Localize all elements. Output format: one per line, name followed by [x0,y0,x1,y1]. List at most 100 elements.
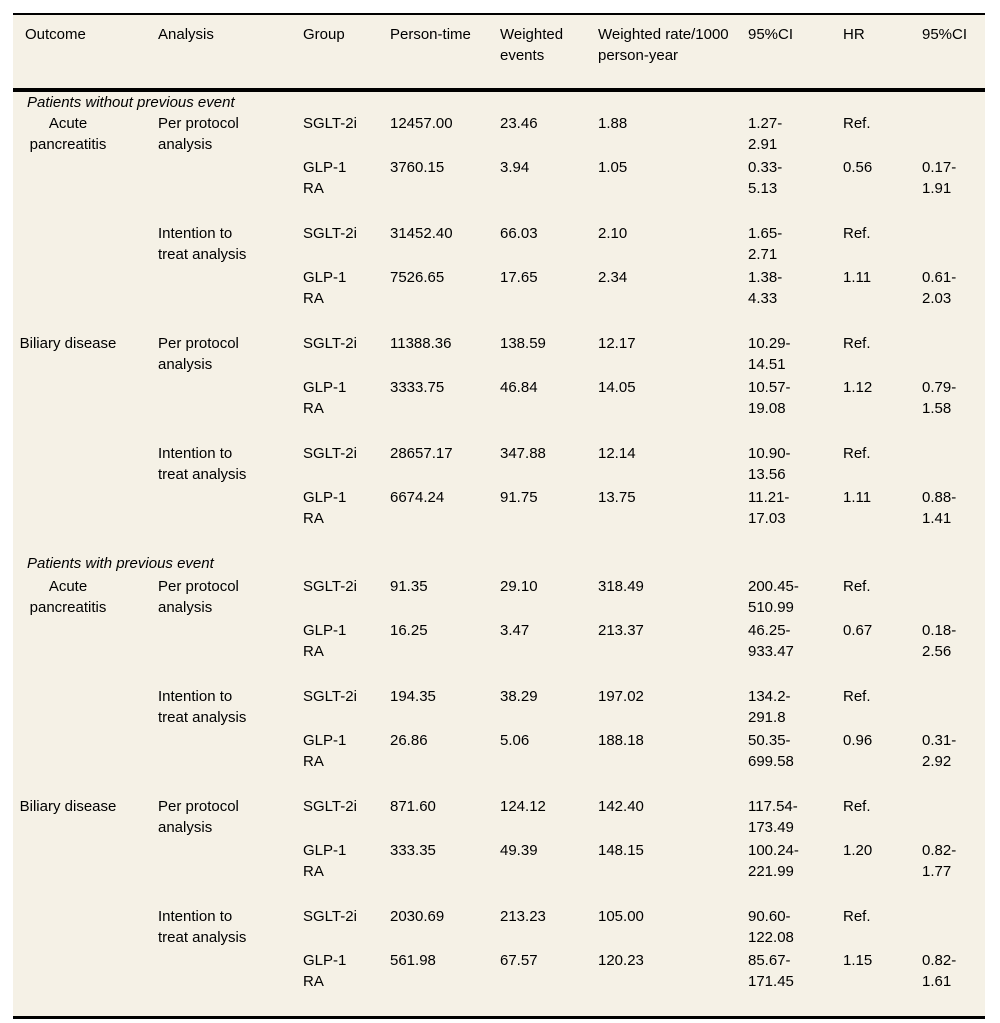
column-header-ci: 95%CI [743,15,838,92]
table-row: GLP-1 RA 3760.15 3.94 1.05 0.33-5.13 0.56 0.17… [13,157,985,201]
cell-analysis [153,950,298,994]
cell-group: GLP-1 RA [303,269,347,307]
cell-analysis [153,840,298,884]
cell-analysis [153,620,298,664]
table-row: GLP-1 RA 7526.65 17.65 2.34 1.38-4.33 1.11 0.6… [13,267,985,311]
cell-hr-ci: 0.61-2.03 [922,269,957,307]
section-label: Patients without previous event [27,94,235,111]
cell-ci: 10.29-14.51 [748,335,791,373]
cell-hr: 1.12 [843,379,873,396]
cell-person-time: 91.35 [390,578,428,595]
cell-person-time: 12457.00 [390,115,453,132]
column-header-hr-ci: 95%CI [915,15,985,92]
cell-person-time: 16.25 [390,622,428,639]
cell-weighted-rate: 197.02 [598,688,644,705]
cell-ci: 10.90-13.56 [748,445,791,483]
section-row: Patients with previous event [13,553,985,576]
spacer-row [13,664,985,686]
cell-hr: Ref. [843,225,871,242]
cell-hr-ci: 0.17-1.91 [922,159,957,197]
cell-weighted-events: 5.06 [500,732,530,749]
cell-ci: 10.57-19.08 [748,379,791,417]
cell-weighted-events: 347.88 [500,445,546,462]
table-row: GLP-1 RA 26.86 5.06 188.18 50.35-699.58 0.96 0… [13,730,985,774]
cell-hr: 1.11 [843,269,872,286]
cell-outcome [13,730,153,774]
cell-ci: 85.67-171.45 [748,952,794,990]
table-row: Biliary disease Per protocol analysis SGLT… [13,333,985,377]
cell-outcome [13,223,153,267]
cell-hr: Ref. [843,115,871,132]
cell-outcome [13,620,153,664]
spacer-row [13,531,985,553]
cell-ci: 117.54-173.49 [748,798,798,836]
cell-analysis: Per protocol analysis [158,798,239,836]
cell-weighted-events: 66.03 [500,225,538,242]
cell-analysis [153,157,298,201]
cell-hr-ci: 0.18-2.56 [922,622,957,660]
cell-hr-ci [915,223,985,267]
table-row: Acute pancreatitis Per protocol analysis S… [13,113,985,157]
cell-analysis [153,730,298,774]
cell-ci: 50.35-699.58 [748,732,794,770]
cell-group: SGLT-2i [303,445,357,462]
cell-outcome: Acute pancreatitis [29,578,107,616]
cell-weighted-events: 29.10 [500,578,538,595]
cell-hr: 0.96 [843,732,873,749]
cell-weighted-events: 138.59 [500,335,546,352]
cell-group: GLP-1 RA [303,489,347,527]
cell-ci: 1.38-4.33 [748,269,783,307]
cell-group: SGLT-2i [303,115,357,132]
table-body: Patients without previous event Acute pan… [13,90,985,1016]
cell-group: GLP-1 RA [303,379,347,417]
results-table: Outcome Analysis Group Person-time Weigh… [13,15,985,1016]
cell-weighted-events: 23.46 [500,115,538,132]
cell-hr-ci [915,686,985,730]
cell-weighted-rate: 1.88 [598,115,628,132]
cell-weighted-rate: 14.05 [598,379,636,396]
cell-hr-ci: 0.82-1.61 [922,952,957,990]
cell-group: GLP-1 RA [303,732,347,770]
cell-weighted-rate: 120.23 [598,952,644,969]
cell-hr-ci: 0.88-1.41 [922,489,957,527]
cell-person-time: 11388.36 [390,335,452,352]
cell-outcome [13,906,153,950]
cell-weighted-rate: 105.00 [598,908,644,925]
cell-weighted-rate: 142.40 [598,798,644,815]
cell-outcome [13,840,153,884]
cell-analysis: Per protocol analysis [158,578,239,616]
cell-hr: Ref. [843,445,871,462]
cell-hr: 0.56 [843,159,873,176]
cell-person-time: 3760.15 [390,159,445,176]
cell-person-time: 194.35 [390,688,436,705]
cell-person-time: 333.35 [390,842,436,859]
cell-group: GLP-1 RA [303,952,347,990]
cell-weighted-rate: 2.10 [598,225,628,242]
cell-weighted-rate: 12.14 [598,445,636,462]
cell-ci: 134.2-291.8 [748,688,791,726]
cell-analysis: Intention to treat analysis [158,688,247,726]
column-header-group: Group [298,15,385,92]
table-row: Intention to treat analysis SGLT-2i 194.35… [13,686,985,730]
cell-weighted-rate: 318.49 [598,578,644,595]
cell-group: SGLT-2i [303,225,357,242]
column-header-outcome: Outcome [13,15,153,92]
cell-hr-ci [915,796,985,840]
column-header-weighted-rate: Weighted rate/1000 person-year [593,15,743,92]
cell-hr-ci [915,443,985,487]
column-header-analysis: Analysis [153,15,298,92]
header-row: Outcome Analysis Group Person-time Weigh… [13,15,985,92]
cell-ci: 0.33-5.13 [748,159,783,197]
cell-outcome [13,487,153,531]
spacer-row [13,774,985,796]
cell-group: GLP-1 RA [303,842,347,880]
cell-weighted-rate: 1.05 [598,159,628,176]
cell-analysis: Intention to treat analysis [158,908,247,946]
cell-ci: 100.24-221.99 [748,842,799,880]
cell-group: GLP-1 RA [303,622,347,660]
cell-ci: 46.25-933.47 [748,622,794,660]
table-row: GLP-1 RA 16.25 3.47 213.37 46.25-933.47 0.67 0… [13,620,985,664]
cell-hr: 1.15 [843,952,873,969]
cell-outcome [13,377,153,421]
cell-hr: 1.11 [843,489,872,506]
